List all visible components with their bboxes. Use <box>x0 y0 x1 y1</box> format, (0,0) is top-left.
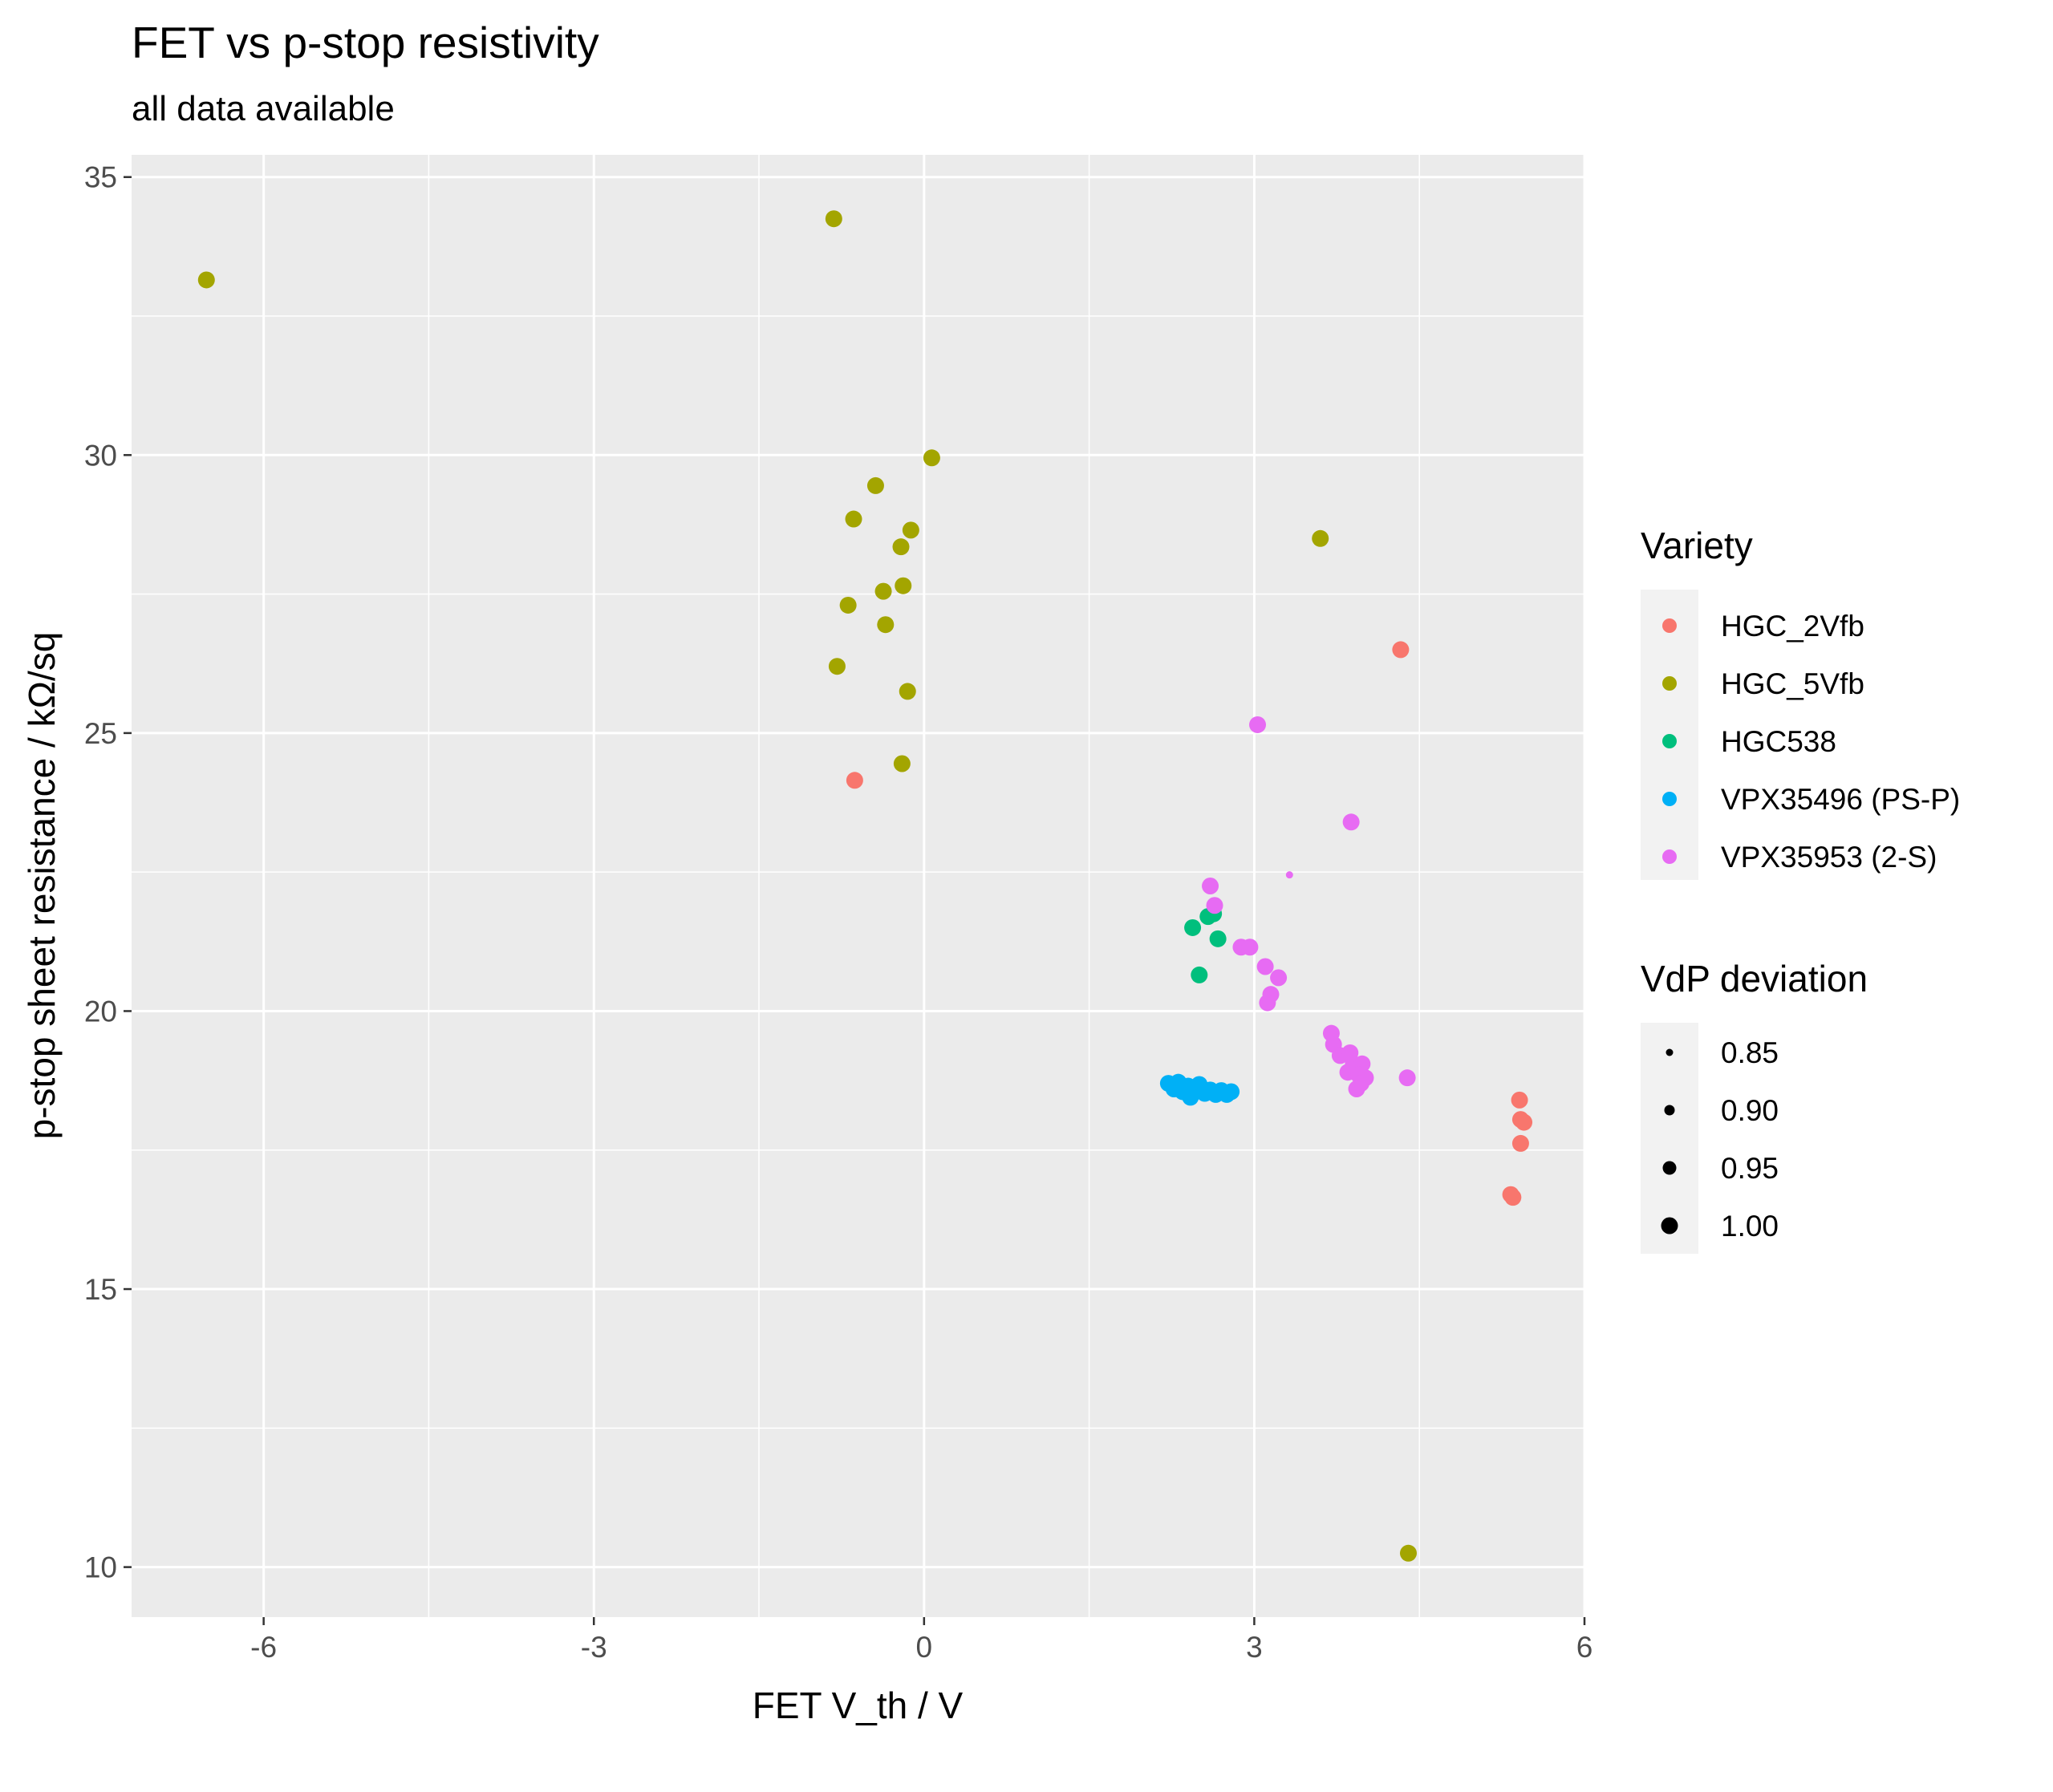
data-point-hgc-2vfb <box>846 772 863 789</box>
data-point-hgc-2vfb <box>1511 1134 1529 1152</box>
grid-major <box>132 155 1586 1617</box>
size-legend-label: 0.85 <box>1721 1036 1779 1069</box>
y-tick-label: 25 <box>84 717 117 750</box>
x-tick-label: 6 <box>1576 1631 1593 1664</box>
data-point-vpx35953-2-s <box>1256 958 1274 975</box>
color-legend: Variety HGC_2Vfb HGC_5Vfb HGC538 VPX35496 (… <box>1641 525 1960 880</box>
data-point-hgc538 <box>1191 966 1208 983</box>
size-legend-key <box>1661 1217 1678 1235</box>
y-tick-label: 35 <box>84 161 117 194</box>
color-legend-label: HGC_5Vfb <box>1721 667 1864 700</box>
size-legend-keys-background <box>1641 1023 1698 1254</box>
data-point-hgc-5vfb <box>877 616 895 634</box>
chart-title: FET vs p-stop resistivity <box>132 18 599 67</box>
y-tick-label: 20 <box>84 995 117 1028</box>
color-legend-key <box>1662 618 1677 633</box>
color-legend-label: HGC_2Vfb <box>1721 610 1864 643</box>
plot-panel <box>132 155 1584 1617</box>
data-point-hgc-5vfb <box>899 683 916 700</box>
data-point-hgc-2vfb <box>1392 641 1410 659</box>
data-point-vpx35496-ps-p <box>1223 1083 1240 1101</box>
data-point-hgc-5vfb <box>1312 529 1329 547</box>
color-legend-key <box>1662 792 1677 806</box>
x-tick-label: -3 <box>581 1631 607 1664</box>
data-point-vpx35953-2-s <box>1270 969 1288 987</box>
size-legend-label: 0.95 <box>1721 1152 1779 1185</box>
color-legend-key <box>1662 849 1677 864</box>
data-point-hgc-5vfb <box>828 658 846 675</box>
y-tick-label: 10 <box>84 1551 117 1584</box>
y-tick-label: 30 <box>84 439 117 472</box>
data-point-vpx35953-2-s <box>1285 871 1293 879</box>
size-legend-title: VdP deviation <box>1641 958 1868 999</box>
points-layer <box>197 210 1533 1562</box>
color-legend-label: VPX35953 (2-S) <box>1721 841 1937 874</box>
data-point-vpx35953-2-s <box>1202 878 1219 894</box>
color-legend-label: VPX35496 (PS-P) <box>1721 783 1960 816</box>
data-point-vpx35953-2-s <box>1398 1069 1416 1087</box>
size-legend-items: 0.85 0.90 0.95 1.00 <box>1661 1036 1779 1243</box>
x-axis-ticks: -6 -3 0 3 6 <box>250 1617 1592 1664</box>
data-point-hgc-5vfb <box>1399 1544 1417 1562</box>
data-point-hgc-5vfb <box>845 510 862 528</box>
x-tick-label: 0 <box>916 1631 933 1664</box>
data-point-hgc538 <box>1209 930 1227 947</box>
data-point-hgc-5vfb <box>839 596 857 614</box>
y-axis-title: p-stop sheet resistance / kΩ/sq <box>21 632 63 1140</box>
size-legend: VdP deviation 0.85 0.90 0.95 1.00 <box>1641 958 1868 1254</box>
color-legend-label: HGC538 <box>1721 725 1836 758</box>
x-tick-label: -6 <box>250 1631 277 1664</box>
chart-subtitle: all data available <box>132 89 395 128</box>
color-legend-items: HGC_2Vfb HGC_5Vfb HGC538 VPX35496 (PS-P) VPX… <box>1662 610 1960 874</box>
size-legend-label: 0.90 <box>1721 1094 1779 1127</box>
data-point-vpx35953-2-s <box>1259 994 1276 1012</box>
data-point-hgc-5vfb <box>825 210 842 228</box>
size-legend-key <box>1662 1161 1677 1175</box>
color-legend-title: Variety <box>1641 525 1753 566</box>
size-legend-label: 1.00 <box>1721 1210 1779 1243</box>
data-point-hgc-5vfb <box>874 582 892 600</box>
data-point-hgc-5vfb <box>902 521 919 539</box>
data-point-hgc-5vfb <box>895 577 912 594</box>
data-point-hgc-5vfb <box>866 476 884 494</box>
data-point-vpx35953-2-s <box>1206 897 1223 914</box>
size-legend-key <box>1664 1105 1675 1116</box>
data-point-vpx35953-2-s <box>1249 716 1267 733</box>
data-point-hgc538 <box>1184 918 1202 936</box>
color-legend-key <box>1662 734 1677 748</box>
y-tick-label: 15 <box>84 1273 117 1306</box>
data-point-hgc-2vfb <box>1515 1113 1533 1131</box>
data-point-hgc-5vfb <box>892 538 910 556</box>
data-point-vpx35953-2-s <box>1342 813 1360 831</box>
data-point-hgc-5vfb <box>923 449 940 467</box>
x-axis-title: FET V_th / V <box>753 1685 964 1726</box>
color-legend-key <box>1662 676 1677 691</box>
size-legend-key <box>1666 1048 1674 1056</box>
y-axis-ticks: 10 15 20 25 30 35 <box>84 161 132 1584</box>
data-point-hgc-5vfb <box>893 755 911 772</box>
data-point-vpx35953-2-s <box>1241 939 1259 956</box>
data-point-vpx35953-2-s <box>1348 1080 1365 1098</box>
data-point-hgc-2vfb <box>1504 1189 1522 1206</box>
data-point-hgc-5vfb <box>197 271 215 289</box>
x-tick-label: 3 <box>1246 1631 1263 1664</box>
data-point-hgc-2vfb <box>1511 1091 1528 1109</box>
grid-minor <box>132 155 1584 1617</box>
